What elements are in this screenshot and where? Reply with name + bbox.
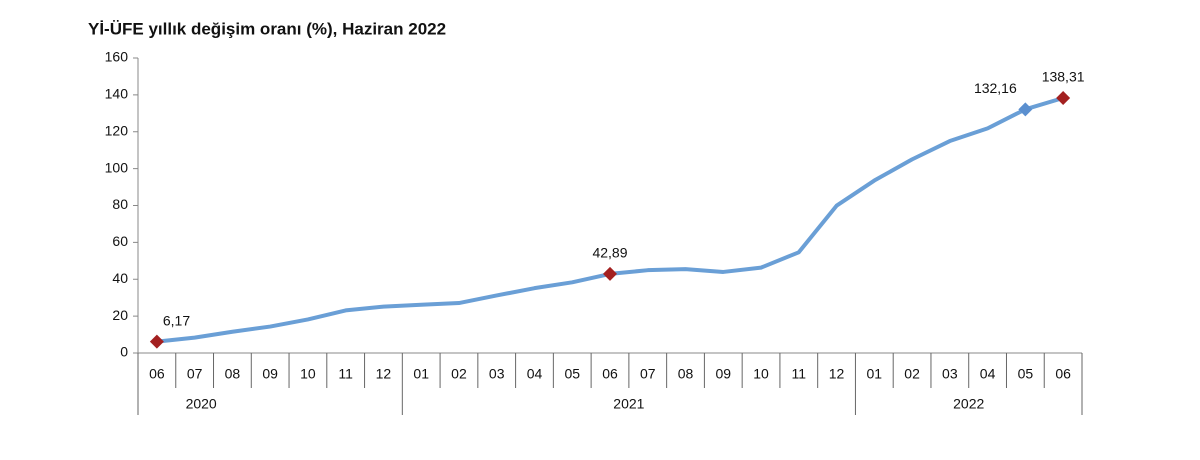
y-tick-label: 100 (105, 159, 129, 175)
y-tick-label: 60 (112, 233, 128, 249)
y-tick-label: 160 (105, 49, 129, 65)
y-tick-label: 0 (120, 344, 128, 360)
year-label: 2021 (613, 396, 644, 412)
value-label: 132,16 (974, 80, 1017, 96)
value-label: 6,17 (163, 312, 190, 328)
x-tick-label: 10 (300, 366, 316, 382)
data-marker (1056, 90, 1071, 105)
y-tick-label: 120 (105, 122, 129, 138)
x-tick-label: 11 (792, 366, 807, 382)
value-label: 138,31 (1042, 69, 1085, 85)
x-tick-label: 06 (1055, 366, 1071, 382)
year-label: 2022 (953, 396, 984, 412)
x-tick-label: 04 (527, 366, 543, 382)
x-tick-label: 09 (715, 366, 731, 382)
x-tick-label: 07 (187, 366, 203, 382)
data-marker (1018, 102, 1033, 117)
x-tick-label: 02 (904, 366, 920, 382)
x-tick-label: 11 (338, 366, 353, 382)
x-tick-label: 12 (829, 366, 845, 382)
x-tick-label: 01 (413, 366, 429, 382)
x-tick-label: 10 (753, 366, 769, 382)
x-tick-label: 05 (1018, 366, 1034, 382)
y-tick-label: 80 (112, 196, 128, 212)
x-tick-label: 08 (225, 366, 241, 382)
x-tick-label: 06 (149, 366, 165, 382)
x-tick-label: 01 (867, 366, 883, 382)
x-tick-label: 06 (602, 366, 618, 382)
x-tick-label: 05 (564, 366, 580, 382)
data-line (156, 96, 1064, 344)
y-tick-label: 20 (112, 307, 128, 323)
chart-title: Yİ-ÜFE yıllık değişim oranı (%), Haziran… (88, 19, 446, 38)
value-label: 42,89 (592, 245, 627, 261)
x-tick-label: 03 (489, 366, 505, 382)
x-tick-label: 07 (640, 366, 656, 382)
x-tick-label: 02 (451, 366, 467, 382)
x-tick-label: 12 (376, 366, 392, 382)
x-tick-label: 04 (980, 366, 996, 382)
y-tick-label: 40 (112, 270, 128, 286)
x-tick-label: 08 (678, 366, 694, 382)
data-marker (149, 334, 164, 349)
x-tick-label: 03 (942, 366, 958, 382)
y-tick-label: 140 (105, 86, 129, 102)
year-label: 2020 (186, 396, 217, 412)
data-marker (603, 266, 617, 281)
x-tick-label: 09 (262, 366, 278, 382)
